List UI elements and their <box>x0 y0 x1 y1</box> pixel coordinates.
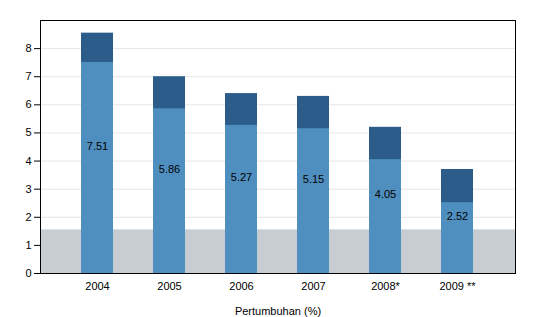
svg-text:2009 **: 2009 ** <box>439 280 476 292</box>
svg-text:7: 7 <box>25 70 31 82</box>
svg-text:2004: 2004 <box>85 280 109 292</box>
svg-text:5.86: 5.86 <box>159 163 180 175</box>
svg-text:3: 3 <box>25 183 31 195</box>
svg-text:8: 8 <box>25 42 31 54</box>
svg-text:2005: 2005 <box>157 280 181 292</box>
svg-text:6: 6 <box>25 98 31 110</box>
svg-text:5.27: 5.27 <box>231 171 252 183</box>
svg-text:2: 2 <box>25 211 31 223</box>
svg-text:2007: 2007 <box>301 280 325 292</box>
svg-text:Pertumbuhan (%): Pertumbuhan (%) <box>235 305 321 317</box>
svg-text:5.15: 5.15 <box>303 173 324 185</box>
svg-text:7.51: 7.51 <box>87 140 108 152</box>
svg-text:4.05: 4.05 <box>375 188 396 200</box>
svg-text:4: 4 <box>25 155 31 167</box>
svg-text:2006: 2006 <box>229 280 253 292</box>
svg-text:2008*: 2008* <box>371 280 400 292</box>
svg-text:0: 0 <box>25 267 31 279</box>
svg-text:2.52: 2.52 <box>447 210 468 222</box>
svg-text:1: 1 <box>25 239 31 251</box>
svg-text:5: 5 <box>25 126 31 138</box>
